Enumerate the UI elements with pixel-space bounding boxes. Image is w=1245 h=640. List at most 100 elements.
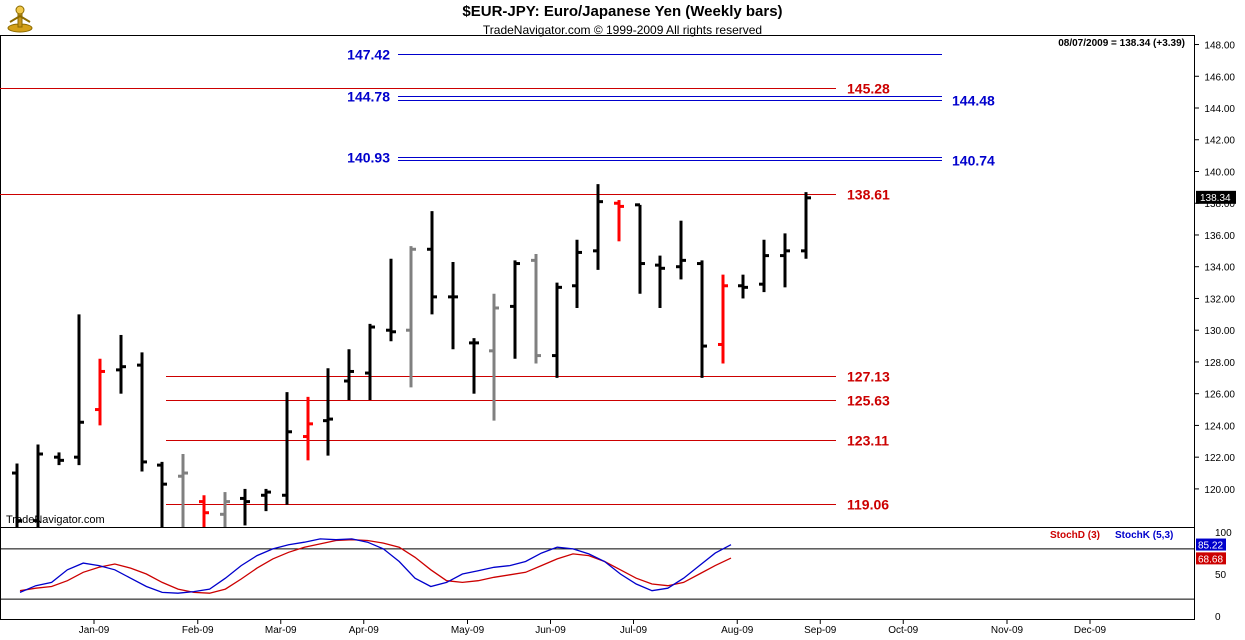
legend-stoch-d: StochD (3) xyxy=(1050,530,1100,541)
ohlc-bar xyxy=(759,239,769,293)
level-lines: 147.42 145.28 144.78 144.48 140.93 140.74 138.… xyxy=(0,47,995,513)
ohlc-bar xyxy=(323,368,333,456)
stoch-series-line xyxy=(19,539,732,594)
ohlc-bar xyxy=(552,282,562,378)
x-tick-label: Jul-09 xyxy=(620,625,648,636)
time-axis: Jan-09 Feb-09 Mar-09 Apr-09 May-09 Jun-09 Jul-… xyxy=(79,620,1107,636)
ohlc-bar xyxy=(469,338,479,394)
stoch-tick-label: 0 xyxy=(1215,612,1221,623)
stoch-last-box xyxy=(1196,552,1226,565)
ohlc-bar xyxy=(593,184,603,270)
level-label: 140.74 xyxy=(952,153,995,169)
x-tick-label: Aug-09 xyxy=(721,625,754,636)
last-close-readout: 08/07/2009 = 138.34 (+3.39) xyxy=(1058,38,1185,49)
ohlc-bar xyxy=(33,444,43,527)
ohlc-bar xyxy=(801,192,811,259)
y-tick-label: 132.00 xyxy=(1204,294,1235,305)
ohlc-bar xyxy=(697,260,707,378)
x-tick-label: Dec-09 xyxy=(1074,625,1107,636)
ohlc-bar xyxy=(240,488,250,526)
y-tick-label: 130.00 xyxy=(1204,326,1235,337)
watermark-text: TradeNavigator.com xyxy=(6,514,105,526)
x-tick-label: May-09 xyxy=(451,625,485,636)
ohlc-bar xyxy=(199,495,209,527)
y-tick-label: 136.00 xyxy=(1204,231,1235,242)
y-tick-label: 120.00 xyxy=(1204,485,1235,496)
legend-stoch-k: StochK (5,3) xyxy=(1115,530,1174,541)
ohlc-bar xyxy=(74,314,84,466)
ohlc-bar xyxy=(282,392,292,505)
price-bars xyxy=(12,184,811,527)
ohlc-bar xyxy=(448,261,458,350)
stochastic-panel: 100 50 0 85.22 68.68 xyxy=(0,528,1232,623)
ohlc-bar xyxy=(427,211,437,315)
level-label: 119.06 xyxy=(847,497,889,513)
ohlc-bar xyxy=(344,349,354,401)
ohlc-bar xyxy=(220,492,230,527)
y-tick-label: 126.00 xyxy=(1204,390,1235,401)
level-label: 140.93 xyxy=(347,150,390,166)
ohlc-bar xyxy=(137,352,147,472)
ohlc-bar xyxy=(386,258,396,342)
level-label: 144.78 xyxy=(347,89,390,105)
x-tick-label: Feb-09 xyxy=(182,625,214,636)
copyright-notice: TradeNavigator.com © 1999-2009 All right… xyxy=(482,23,763,37)
trade-navigator-logo-icon[interactable] xyxy=(5,4,35,34)
last-price-label: 138.34 xyxy=(1200,193,1231,204)
level-label: 147.42 xyxy=(347,47,390,63)
stoch-panel-frame xyxy=(0,527,1195,620)
y-tick-label: 134.00 xyxy=(1204,263,1235,274)
x-tick-label: Apr-09 xyxy=(349,625,379,636)
ohlc-bar xyxy=(718,274,728,364)
y-tick-label: 138.00 xyxy=(1204,199,1235,210)
ohlc-bar xyxy=(572,239,582,308)
level-label: 138.61 xyxy=(847,187,890,203)
ohlc-bar xyxy=(116,334,126,394)
ohlc-bar xyxy=(261,488,271,512)
ohlc-bar xyxy=(303,396,313,461)
price-axis: 148.00 146.00 144.00 142.00 140.00 138.00 136.… xyxy=(1194,41,1236,496)
y-tick-label: 128.00 xyxy=(1204,358,1235,369)
y-tick-label: 148.00 xyxy=(1204,41,1235,52)
x-tick-label: Oct-09 xyxy=(888,625,918,636)
ohlc-bar xyxy=(780,233,790,288)
x-tick-label: Jan-09 xyxy=(79,625,110,636)
ohlc-bar xyxy=(157,461,167,527)
y-tick-label: 142.00 xyxy=(1204,136,1235,147)
ohlc-bar xyxy=(178,453,188,527)
ohlc-bar xyxy=(614,200,624,242)
level-label: 144.48 xyxy=(952,93,995,109)
ohlc-bar xyxy=(365,323,375,401)
ohlc-bar xyxy=(489,293,499,421)
x-tick-label: Mar-09 xyxy=(265,625,297,636)
x-tick-label: Sep-09 xyxy=(804,625,837,636)
level-label: 123.11 xyxy=(847,433,889,449)
stoch-last-label: 85.22 xyxy=(1198,541,1223,552)
ohlc-bar xyxy=(12,463,22,527)
ohlc-bar xyxy=(655,255,665,308)
level-label: 127.13 xyxy=(847,369,890,385)
chart-title: $EUR-JPY: Euro/Japanese Yen (Weekly bars… xyxy=(462,3,783,20)
y-tick-label: 124.00 xyxy=(1204,421,1235,432)
ohlc-bar xyxy=(676,220,686,280)
stoch-last-label: 68.68 xyxy=(1198,554,1223,565)
x-tick-label: Nov-09 xyxy=(991,625,1024,636)
y-tick-label: 146.00 xyxy=(1204,72,1235,83)
level-label: 125.63 xyxy=(847,393,890,409)
ohlc-bar xyxy=(531,254,541,364)
stoch-tick-label: 50 xyxy=(1215,570,1227,581)
ohlc-bar xyxy=(635,203,645,294)
y-tick-label: 122.00 xyxy=(1204,453,1235,464)
ohlc-bar xyxy=(406,246,416,388)
stoch-last-box xyxy=(1196,538,1226,551)
x-tick-label: Jun-09 xyxy=(535,625,566,636)
price-panel-frame xyxy=(0,35,1195,528)
stoch-series-line xyxy=(19,538,732,594)
ohlc-bar xyxy=(54,452,64,466)
last-price-box xyxy=(1196,190,1236,204)
stoch-tick-label: 100 xyxy=(1215,528,1232,539)
level-label: 145.28 xyxy=(847,81,890,97)
y-tick-label: 140.00 xyxy=(1204,167,1235,178)
ohlc-bar xyxy=(738,274,748,299)
